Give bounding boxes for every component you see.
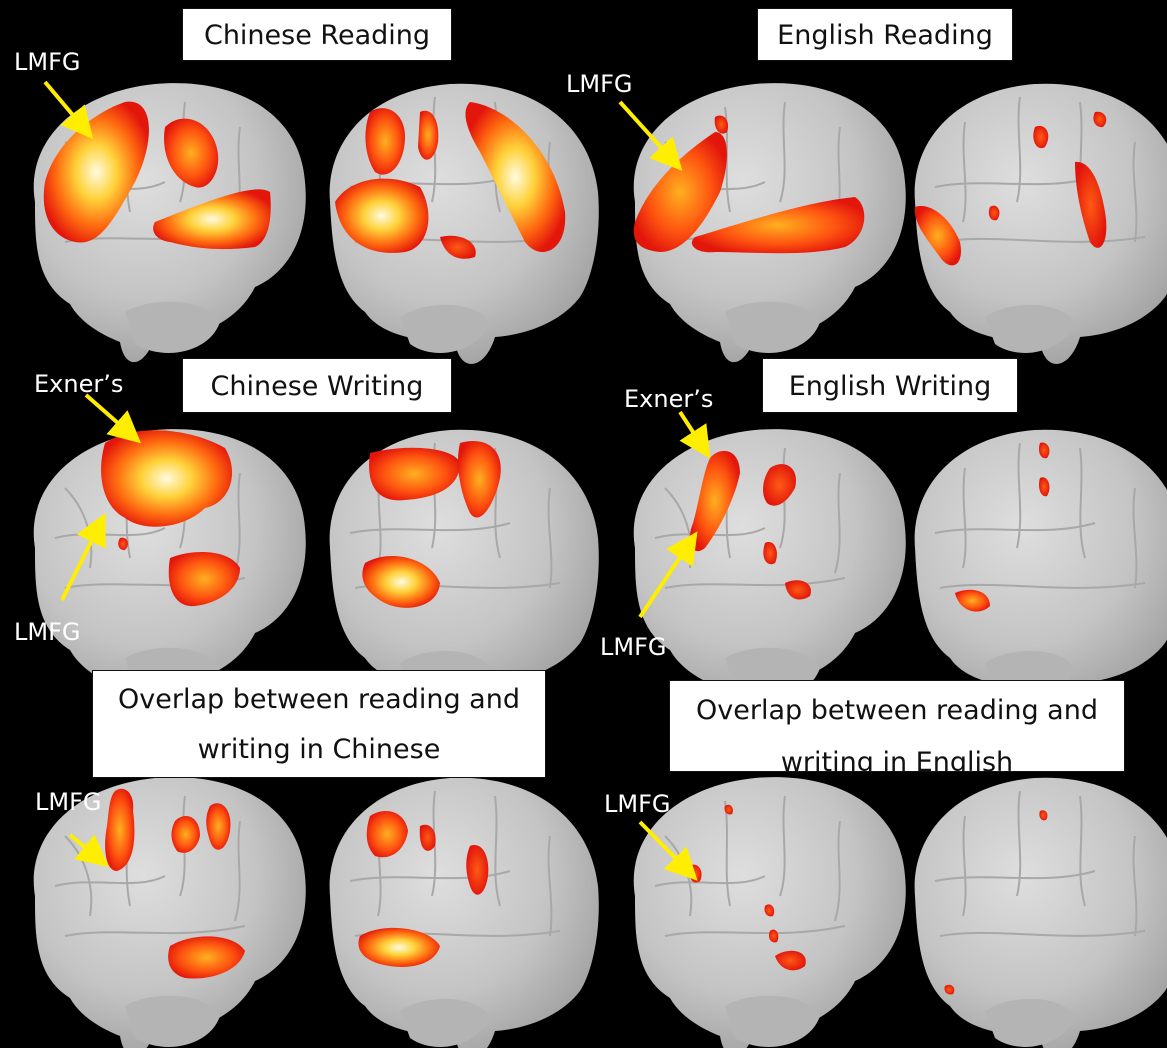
arrow-lmfg-chinese-reading — [43, 80, 94, 140]
arrow-lmfg-english-reading — [618, 100, 683, 171]
brain-english-writing-left — [632, 428, 907, 710]
label-exner-english: Exner’s — [624, 385, 714, 413]
label-lmfg-chinese-reading: LMFG — [14, 48, 81, 76]
title-overlap-chinese-line1: Overlap between reading and — [118, 684, 520, 715]
brain-overlap-chinese-right — [328, 776, 600, 1048]
label-lmfg-overlap-chinese: LMFG — [35, 788, 102, 816]
title-chinese-reading: Chinese Reading — [182, 8, 452, 61]
brain-chinese-writing-right — [328, 428, 600, 711]
brain-chinese-writing-left — [32, 428, 307, 710]
label-exner-chinese: Exner’s — [34, 370, 124, 398]
brain-overlap-english-left — [632, 776, 907, 1048]
brain-overlap-english-right — [913, 776, 1167, 1048]
title-english-reading: English Reading — [757, 8, 1013, 61]
title-overlap-chinese: Overlap between reading and writing in C… — [92, 670, 546, 778]
arrow-lmfg-chinese-writing — [60, 512, 106, 601]
arrow-exner-chinese — [84, 393, 142, 444]
label-lmfg-overlap-english: LMFG — [604, 790, 671, 818]
title-overlap-english-line1: Overlap between reading and — [696, 695, 1098, 726]
label-lmfg-english-reading: LMFG — [566, 70, 633, 98]
arrow-lmfg-overlap-english — [638, 820, 698, 881]
title-overlap-chinese-line2: writing in Chinese — [197, 734, 441, 765]
arrow-exner-english — [678, 410, 711, 459]
brain-chinese-reading-right — [328, 82, 600, 365]
brain-overlap-chinese-left — [32, 776, 307, 1048]
brain-chinese-reading-left — [32, 82, 307, 364]
title-chinese-writing: Chinese Writing — [182, 358, 452, 413]
title-overlap-english: Overlap between reading and writing in E… — [669, 680, 1125, 772]
title-overlap-english-line2: writing in English — [780, 747, 1014, 772]
brain-english-writing-right — [913, 428, 1167, 711]
arrow-lmfg-english-writing — [638, 531, 698, 619]
label-lmfg-english-writing: LMFG — [600, 633, 667, 661]
brain-english-reading-right — [913, 82, 1167, 365]
brain-english-reading-left — [632, 82, 907, 364]
arrow-lmfg-overlap-chinese — [68, 833, 110, 868]
label-lmfg-chinese-writing: LMFG — [14, 618, 81, 646]
title-english-writing: English Writing — [762, 358, 1018, 413]
